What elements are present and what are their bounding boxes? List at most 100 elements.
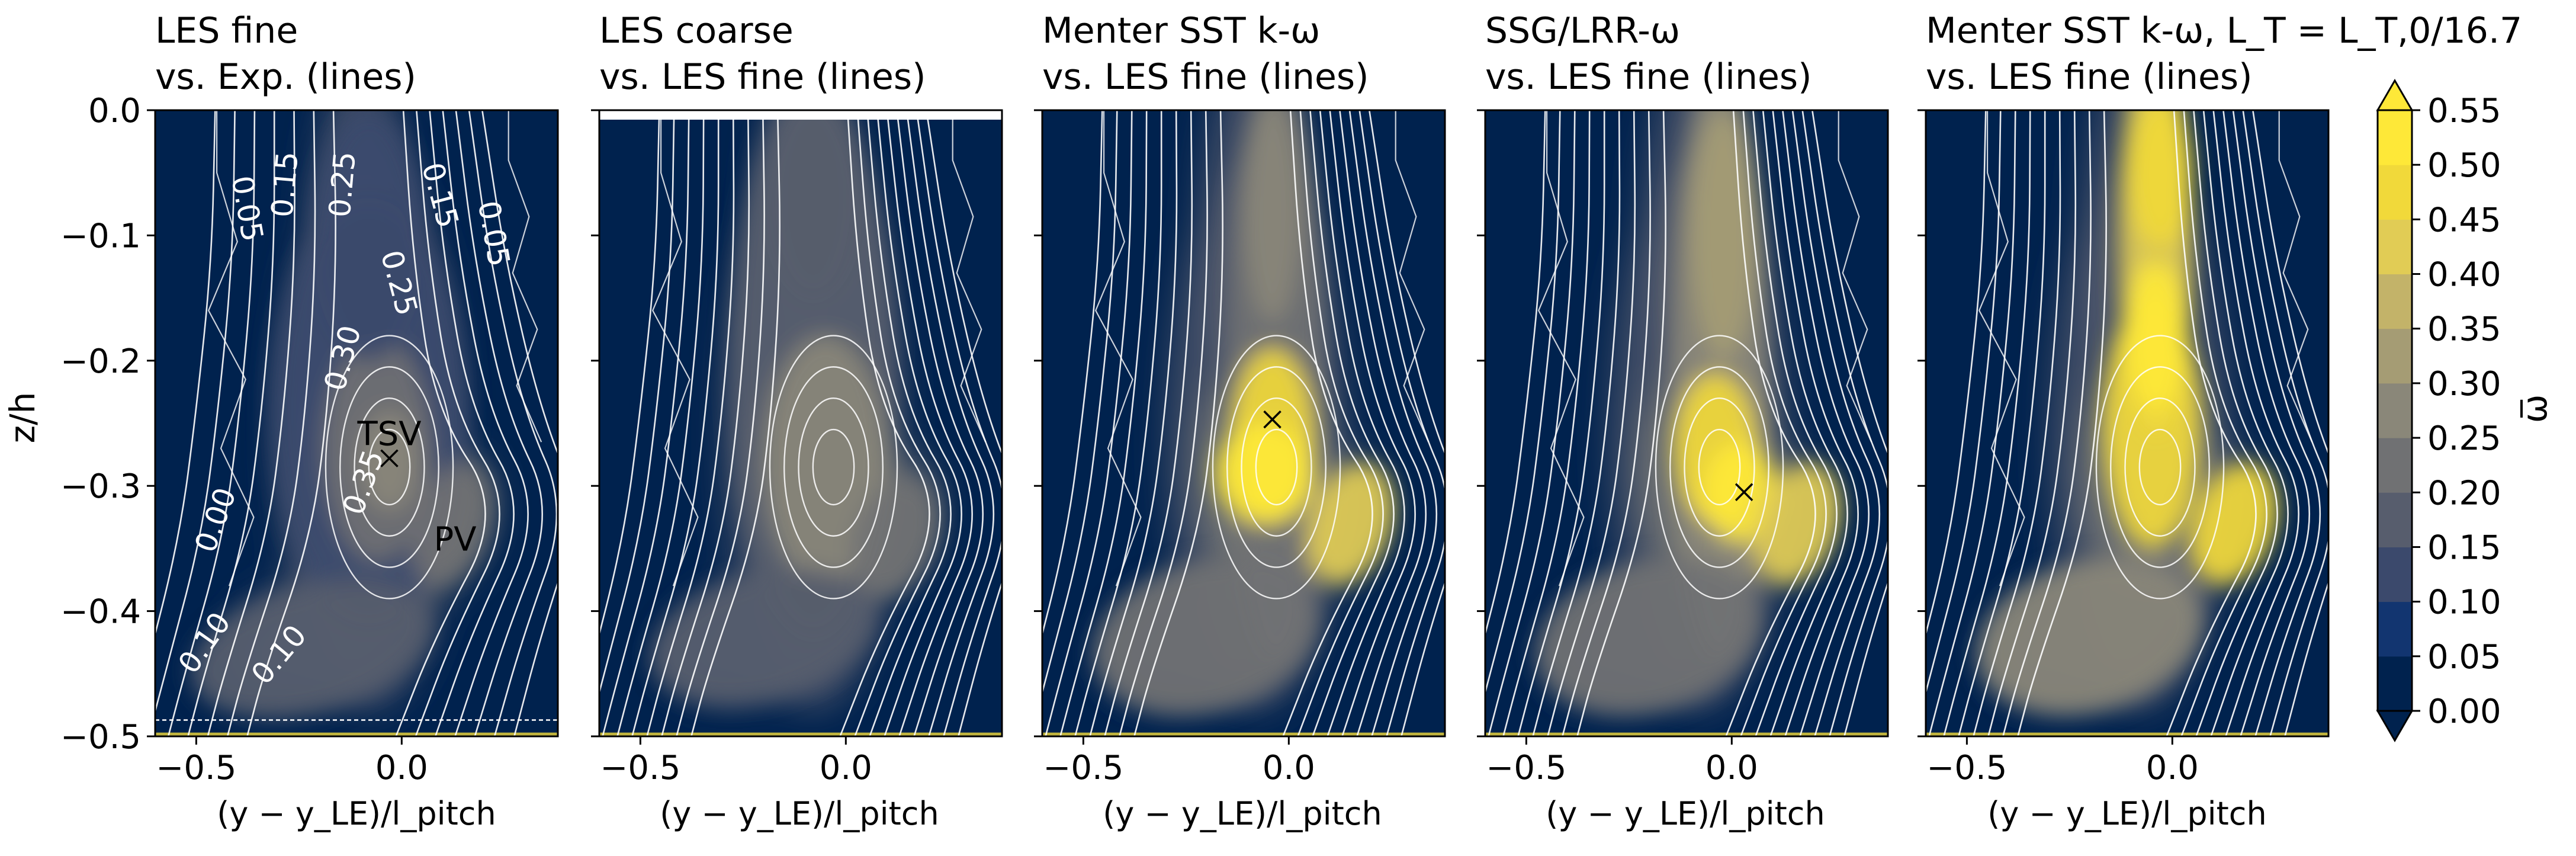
panel-2-contour-loop xyxy=(812,428,855,506)
panel-3-field-core xyxy=(1244,110,1302,323)
panel-4-background-contour xyxy=(1537,110,1585,586)
panel-1-annotation-tsv: TSV xyxy=(356,415,421,454)
panel-1-title-line2: vs. Exp. (lines) xyxy=(155,56,416,98)
panel-1-contour-line xyxy=(155,110,216,637)
panel-2-field xyxy=(599,110,1002,736)
panel-1-background-contour xyxy=(207,110,255,586)
panel-1-frame xyxy=(154,109,559,738)
panel-2-contour-loop xyxy=(783,366,884,568)
panel-4-title-line2: vs. LES fine (lines) xyxy=(1485,56,1812,98)
colorbar-segment xyxy=(2378,492,2412,547)
panel-1-contour-line xyxy=(415,110,500,736)
panel-4-marker-x xyxy=(1735,483,1753,502)
panel-3-contour-line xyxy=(1133,110,1223,736)
panel-1-title-line1: LES fine xyxy=(155,10,298,52)
panel-4-field xyxy=(1485,110,1888,736)
colorbar-segment xyxy=(2378,110,2412,165)
panel-4-contour-line xyxy=(1488,110,1576,736)
panel-5-contour-line xyxy=(2222,110,2310,736)
panel-5-contour-line xyxy=(2202,110,2289,736)
panel-3-contour-loop xyxy=(1241,397,1312,537)
panel-3-contour-line xyxy=(1369,110,1445,736)
panel-3-marker-x xyxy=(1263,410,1281,429)
panel-4-contour-line xyxy=(1725,110,1816,736)
panel-4-contour-line xyxy=(1811,110,1888,736)
panel-5-contour-line xyxy=(2252,110,2328,736)
panel-3-contour-line xyxy=(1089,110,1178,736)
panel-4-background-contour xyxy=(1838,110,1872,443)
panel-4-contour-line xyxy=(1485,110,1546,637)
panel-2-contour-loop xyxy=(769,335,898,599)
panel-4-frame xyxy=(1484,109,1889,738)
panel-5-contour-line xyxy=(2017,110,2107,736)
colorbar-tick-label: 0.40 xyxy=(2427,256,2501,294)
panel-2-contour-line xyxy=(646,110,735,736)
y-tick-label: −0.4 xyxy=(60,593,141,631)
panel-3-wall-layer xyxy=(1042,732,1445,736)
panel-2-contour-line xyxy=(896,110,984,736)
panel-4-contour-line xyxy=(1485,110,1561,696)
panel-3-title-line1: Menter SST k-ω xyxy=(1042,10,1320,52)
panel-3-contour-loop xyxy=(1255,428,1298,506)
panel-3-frame xyxy=(1041,109,1446,738)
panel-4-contour-line xyxy=(1740,110,1827,736)
panel-4-x-tick-label: −0.5 xyxy=(1486,749,1566,787)
colorbar-tick-label: 0.10 xyxy=(2427,584,2501,622)
panel-1-contour-line xyxy=(187,110,275,736)
panel-4-contour-loop xyxy=(1698,428,1741,506)
panel-2-contour-line xyxy=(690,110,780,736)
panel-1-contour-line xyxy=(246,110,336,736)
panel-1-contour-line xyxy=(429,110,515,736)
panel-2: −0.5 0.0 xyxy=(591,109,1003,787)
panel-4-contour-line xyxy=(1532,110,1621,736)
panel-3-field-core xyxy=(1094,557,1320,715)
panel-2-contour-line xyxy=(876,110,962,736)
panel-2-contour-line xyxy=(926,110,1002,736)
panel-5-contour-loop xyxy=(2124,397,2196,537)
panel-2-background-contour xyxy=(952,110,987,443)
panel-1-field-core xyxy=(410,463,492,584)
panel-2-x-axis-label: (y − y_LE)/l_pitch xyxy=(660,795,939,832)
panel-3-contour-line xyxy=(1358,110,1445,736)
panel-1-core-layer xyxy=(191,110,492,717)
panel-2-x-tick-label: 0.0 xyxy=(820,749,872,787)
panel-1-contour-label: 0.15 xyxy=(265,150,304,219)
colorbar-segment xyxy=(2378,219,2412,275)
panel-5-wall-layer xyxy=(1926,732,2328,736)
panel-4-contour-line xyxy=(1752,110,1838,736)
panel-5-background-contour xyxy=(1978,110,2025,586)
panel-5-x-tick-label: 0.0 xyxy=(2146,749,2199,787)
panel-5-frame xyxy=(1925,109,2330,738)
colorbar-segment xyxy=(2378,547,2412,602)
panel-4-contour-line xyxy=(1791,110,1881,736)
panel-2-contour-line xyxy=(602,110,690,736)
panel-1-contour-line xyxy=(167,110,256,736)
panel-1-contour-line xyxy=(207,110,295,736)
panel-1-contour-loop xyxy=(354,397,425,537)
panel-3-contour-line xyxy=(1042,110,1118,696)
panel-4-field-core xyxy=(1690,110,1756,361)
panel-3-contour-line xyxy=(1042,110,1103,637)
panel-4-contour-line xyxy=(1517,110,1605,736)
panel-5-background-contour xyxy=(2278,110,2313,443)
colorbar-tick-label: 0.55 xyxy=(2427,92,2501,130)
panel-4-contour-loop xyxy=(1655,335,1784,599)
panel-1-annotation-pv: PV xyxy=(433,520,476,559)
colorbar-tick-label: 0.35 xyxy=(2427,310,2501,349)
panel-3-title-line2: vs. LES fine (lines) xyxy=(1042,56,1369,98)
panel-4-field-core xyxy=(1537,557,1763,715)
panel-4-contour-line xyxy=(1562,110,1651,736)
panel-5-contour-line xyxy=(2180,110,2267,736)
colorbar-segment xyxy=(2378,438,2412,493)
panel-5-contour-line xyxy=(1973,110,2061,736)
panel-2-contour-loop xyxy=(798,397,869,537)
panel-5-title-line1: Menter SST k-ω, L_T = L_T,0/16.7 xyxy=(1926,10,2522,52)
panel-1-contour-loop xyxy=(325,335,454,599)
panel-1-contour-label: 0.25 xyxy=(322,150,362,219)
panel-2-contour-line xyxy=(886,110,973,736)
colorbar-segment xyxy=(2378,328,2412,384)
panel-1-field-core xyxy=(311,110,426,361)
colorbar-extend-bottom xyxy=(2376,710,2414,742)
panel-3-contour-line xyxy=(1059,110,1148,736)
